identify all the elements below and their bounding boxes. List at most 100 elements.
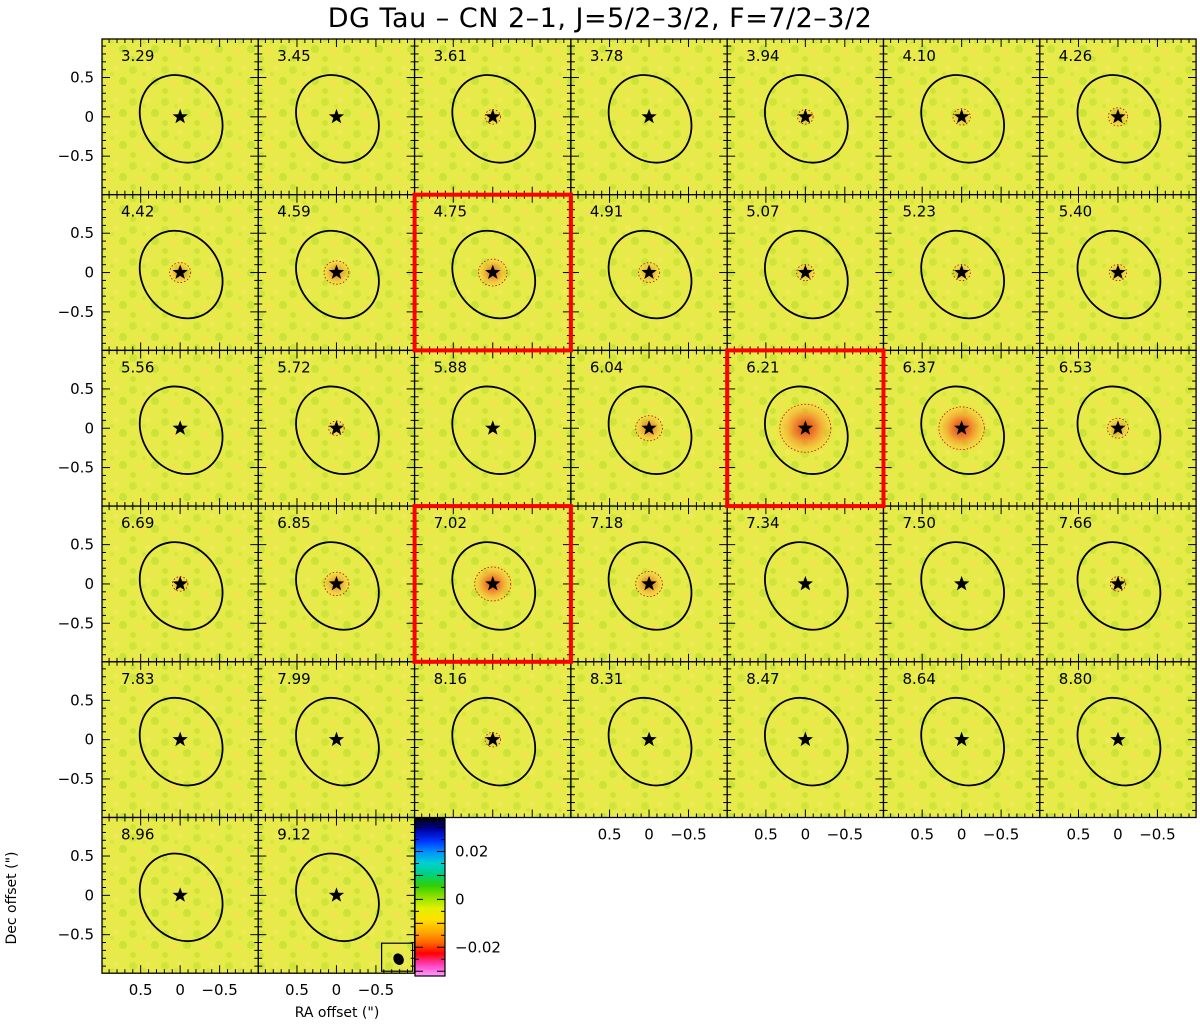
star-marker: [1110, 731, 1126, 747]
channel-panel: 6.37: [882, 349, 1041, 507]
channel-panel: 3.29: [101, 38, 259, 196]
continuum-contour: [607, 541, 693, 631]
negative-contour: [323, 571, 350, 597]
star-marker: [328, 575, 345, 591]
velocity-label: 4.59: [277, 203, 310, 221]
channel-panel: 5.56: [101, 349, 259, 507]
star-marker: [485, 575, 501, 591]
velocity-label: 3.29: [121, 47, 154, 65]
velocity-label: 3.61: [434, 47, 467, 65]
velocity-label: 8.47: [746, 670, 779, 688]
channel-panel: 8.96: [101, 816, 259, 974]
star-marker: [954, 575, 970, 591]
x-tick-label: −0.5: [670, 826, 706, 844]
x-axis-label: RA offset ("): [295, 1005, 380, 1021]
velocity-label: 7.34: [746, 514, 779, 532]
continuum-contour: [138, 696, 224, 787]
channel-panel: 7.34: [726, 505, 885, 663]
star-marker: [485, 264, 501, 279]
negative-contour: [474, 566, 512, 602]
channel-panel: 8.31: [570, 661, 728, 819]
channel-panel: 7.66: [1039, 505, 1197, 663]
velocity-label: 7.66: [1059, 514, 1092, 532]
velocity-label: 8.80: [1059, 670, 1092, 688]
velocity-label: 5.72: [277, 358, 310, 376]
x-tick-label: −0.5: [358, 981, 394, 999]
x-tick-label: 0: [957, 826, 967, 844]
continuum-contour: [451, 229, 537, 320]
star-marker: [328, 887, 345, 902]
colorbar-tick-label: 0.02: [455, 843, 488, 861]
continuum-contour: [607, 385, 693, 475]
y-tick-label: −0.5: [58, 459, 94, 477]
y-tick-label: 0.5: [70, 380, 94, 398]
velocity-label: 4.42: [121, 203, 154, 221]
channel-panel: 4.59: [257, 194, 416, 352]
y-tick-label: 0: [84, 731, 94, 749]
star-marker: [797, 575, 813, 591]
star-marker: [797, 108, 813, 124]
continuum-contour: [295, 74, 380, 164]
y-tick-label: 0.5: [70, 691, 94, 709]
continuum-contour: [138, 74, 224, 164]
continuum-contour: [295, 229, 380, 320]
channel-panel: 3.61: [413, 38, 572, 196]
star-marker: [641, 575, 657, 591]
continuum-contour: [920, 74, 1005, 164]
velocity-label: 6.53: [1059, 358, 1092, 376]
star-marker: [954, 108, 970, 124]
velocity-label: 4.75: [434, 203, 467, 221]
beam-ellipse: [393, 953, 404, 965]
negative-contour: [779, 403, 832, 453]
channel-panel: 6.85: [257, 505, 416, 663]
continuum-contour: [607, 696, 693, 787]
channel-panel: 5.72: [257, 349, 416, 507]
continuum-contour: [920, 229, 1005, 320]
x-tick-label: 0: [644, 826, 654, 844]
negative-contour: [796, 263, 815, 282]
continuum-contour: [295, 696, 380, 787]
channel-panel: 8.64: [882, 661, 1041, 819]
negative-contour: [169, 262, 192, 283]
velocity-label: 3.78: [590, 47, 623, 65]
channel-panel: 8.47: [726, 661, 885, 819]
velocity-label: 5.07: [746, 203, 779, 221]
highlight-frame: [725, 348, 886, 509]
star-marker: [1110, 108, 1126, 124]
y-tick-label: 0.5: [70, 224, 94, 242]
velocity-label: 6.37: [903, 358, 936, 376]
continuum-contour: [1076, 696, 1162, 787]
channel-panel: 5.07: [726, 194, 885, 352]
y-tick-label: −0.5: [58, 770, 94, 788]
star-marker: [641, 420, 657, 435]
colorbar-tick-label: −0.02: [455, 938, 501, 956]
star-marker: [172, 575, 188, 591]
channel-panel: 5.23: [882, 194, 1041, 352]
velocity-label: 4.91: [590, 203, 623, 221]
velocity-label: 6.85: [277, 514, 310, 532]
continuum-contour: [764, 696, 849, 787]
beam-box: [381, 942, 414, 972]
star-marker: [172, 887, 188, 902]
channel-panel: 8.80: [1039, 661, 1197, 819]
star-marker: [641, 264, 657, 279]
x-tick-label: 0: [175, 981, 185, 999]
continuum-contour: [1076, 385, 1162, 475]
velocity-label: 4.26: [1059, 47, 1092, 65]
channel-panel: 6.69: [101, 505, 259, 663]
continuum-contour: [138, 385, 224, 475]
channel-panel: 4.26: [1039, 38, 1197, 196]
velocity-label: 5.40: [1059, 203, 1092, 221]
negative-contour: [1107, 107, 1128, 127]
continuum-contour: [451, 541, 537, 631]
continuum-contour: [764, 385, 849, 475]
velocity-label: 7.50: [903, 514, 936, 532]
negative-contour: [938, 406, 985, 451]
star-marker: [1110, 420, 1126, 435]
continuum-contour: [1076, 74, 1162, 164]
velocity-label: 5.88: [434, 358, 467, 376]
continuum-contour: [295, 852, 380, 943]
y-tick-label: −0.5: [58, 926, 94, 944]
channel-panel: 5.40: [1039, 194, 1197, 352]
y-tick-label: 0: [84, 575, 94, 593]
